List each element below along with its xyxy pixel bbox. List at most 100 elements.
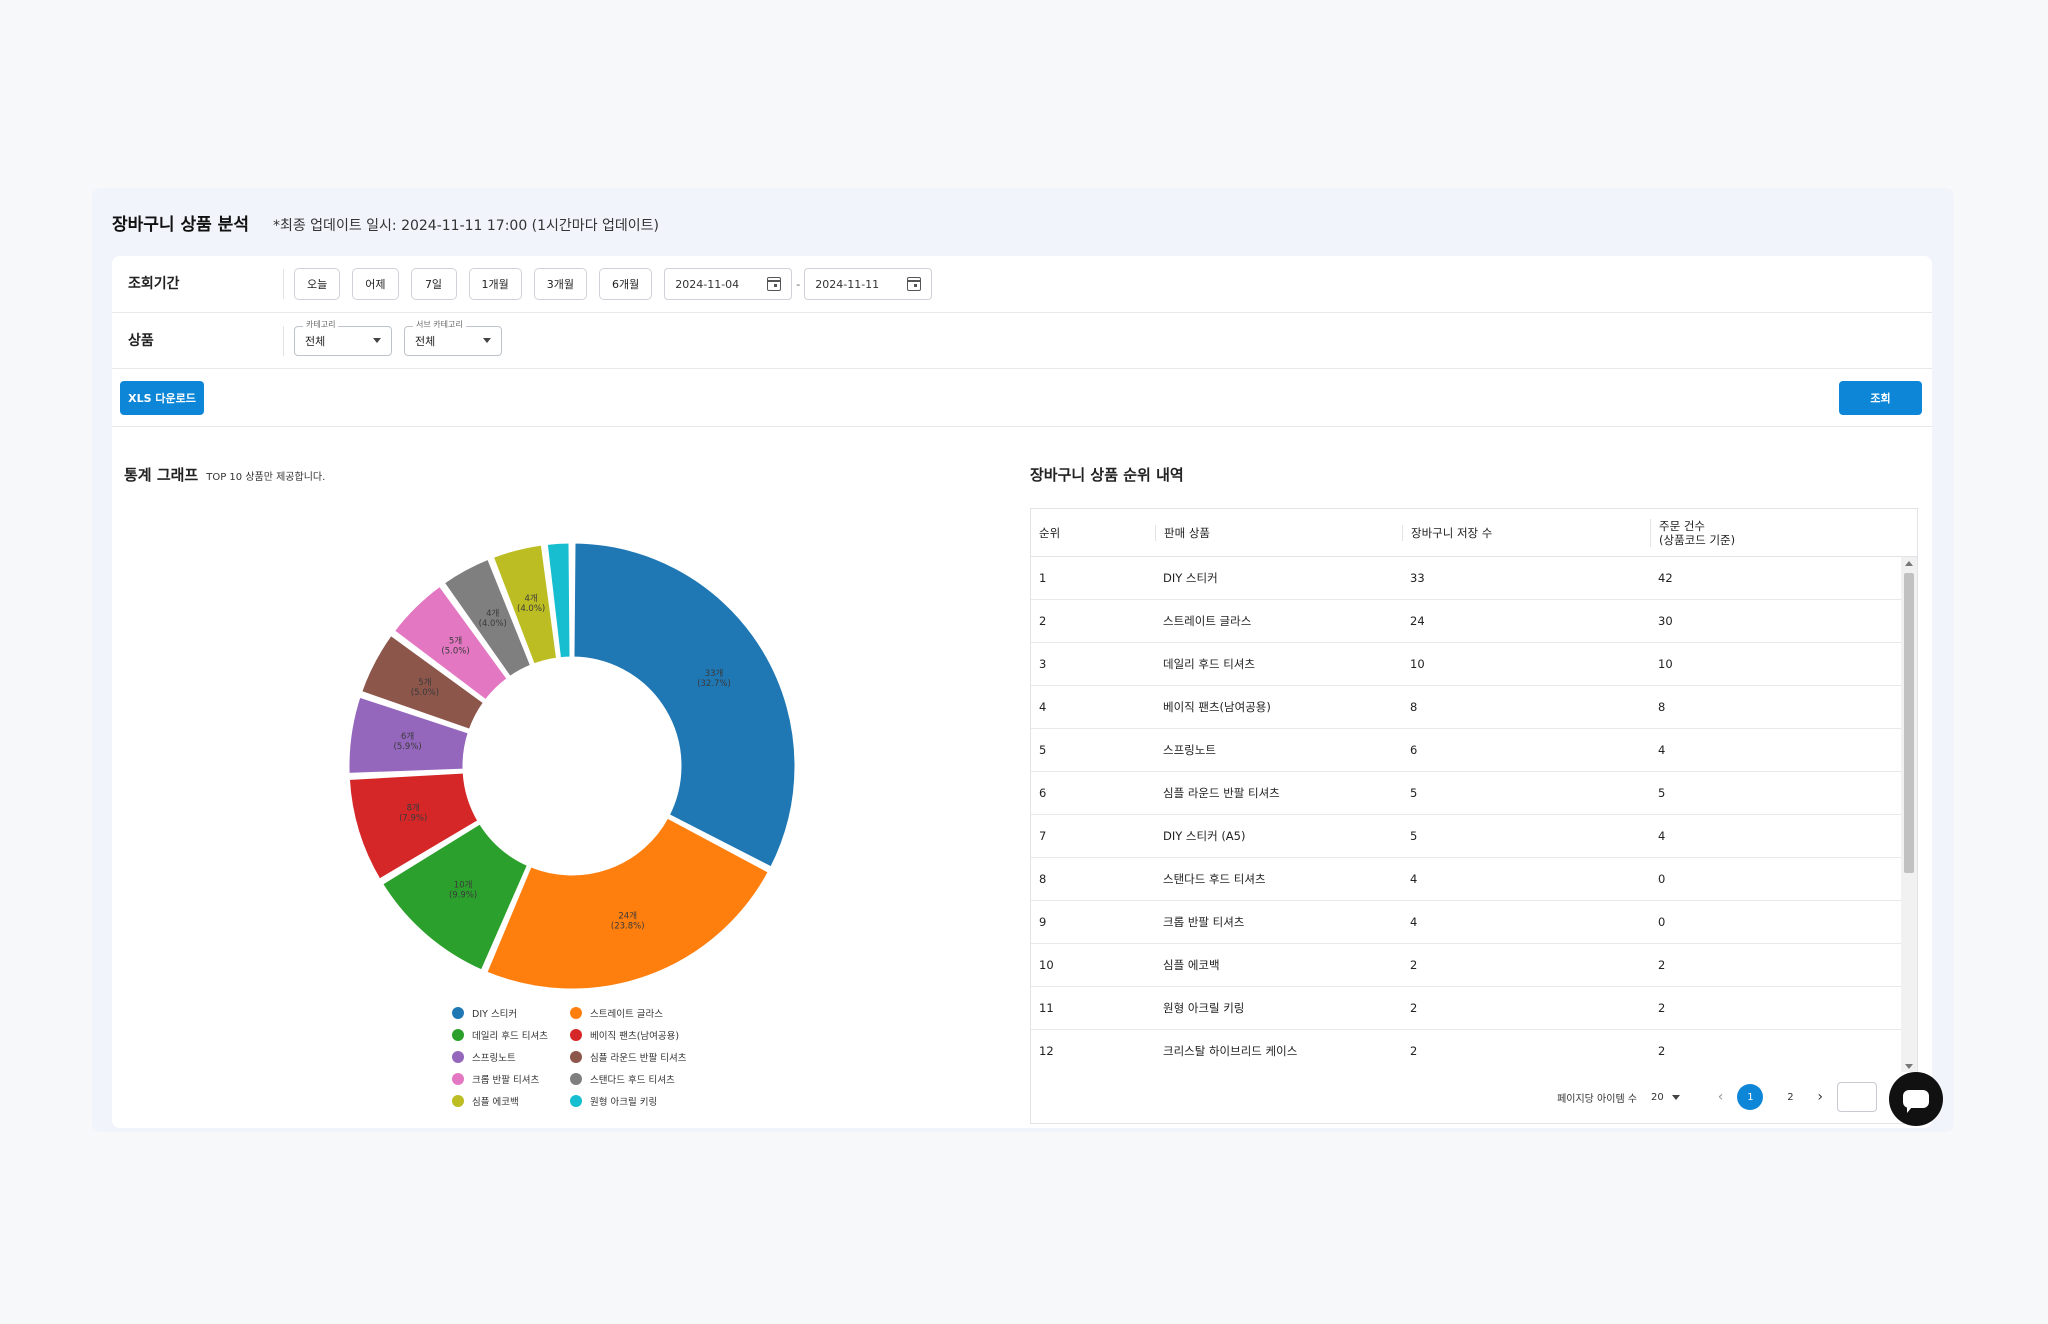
order-count-cell: 8 [1658,700,1666,714]
legend-item[interactable]: 심플 에코백 [452,1094,570,1108]
graph-section-title: 통계 그래프 TOP 10 상품만 제공합니다. [124,464,325,485]
content-panel: 장바구니 상품 분석 *최종 업데이트 일시: 2024-11-11 17:00… [92,188,1954,1132]
table-row[interactable]: 10 심플 에코백 2 2 [1031,944,1901,987]
prev-page-icon[interactable]: ‹ [1717,1089,1724,1105]
chat-button[interactable] [1889,1072,1943,1126]
donut-slice[interactable] [571,540,798,870]
legend-item[interactable]: DIY 스티커 [452,1006,570,1020]
order-count-cell: 4 [1658,743,1666,757]
sub-category-select[interactable]: 서브 카테고리 전체 [404,318,502,356]
product-cell: 심플 라운드 반팔 티셔츠 [1163,786,1280,800]
donut-slice[interactable] [490,542,560,667]
slice-label: 10개 (9.9%) [449,879,477,900]
legend-item[interactable]: 심플 라운드 반팔 티셔츠 [570,1050,710,1064]
page-2-button[interactable]: 2 [1787,1091,1794,1103]
product-cell: 베이직 팬츠(남여공용) [1163,700,1271,714]
donut-slice[interactable] [358,632,487,732]
legend-item[interactable]: 크롭 반팔 티셔츠 [452,1072,570,1086]
per-page-select[interactable]: 20 [1651,1092,1680,1103]
slice-label: 5개 (5.0%) [441,636,469,657]
sub-category-legend: 서브 카테고리 [413,318,466,330]
cart-count-cell: 5 [1410,786,1418,800]
order-count-cell: 2 [1658,958,1666,972]
table-row[interactable]: 11 원형 아크릴 키링 2 2 [1031,987,1901,1030]
table-row[interactable]: 8 스탠다드 후드 티셔츠 4 0 [1031,858,1901,901]
next-page-icon[interactable]: › [1817,1089,1823,1105]
table-row[interactable]: 1 DIY 스티커 33 42 [1031,557,1901,600]
period-3months-button[interactable]: 3개월 [533,268,587,300]
table-row[interactable]: 5 스프링노트 6 4 [1031,729,1901,772]
scroll-up-icon[interactable] [1905,561,1913,566]
date-to-value: 2024-11-11 [815,277,880,291]
donut-slice[interactable] [441,556,534,680]
ranking-title: 장바구니 상품 순위 내역 [1030,466,1184,484]
legend-item[interactable]: 스탠다드 후드 티셔츠 [570,1072,710,1086]
product-cell: 스프링노트 [1163,743,1216,757]
product-cell: 크리스탈 하이브리드 케이스 [1163,1044,1298,1058]
scrollbar-thumb[interactable] [1904,573,1914,873]
table-row[interactable]: 3 데일리 후드 티셔츠 10 10 [1031,643,1901,686]
calendar-icon[interactable] [767,277,782,291]
legend-item[interactable]: 스프링노트 [452,1050,570,1064]
product-cell: 심플 에코백 [1163,958,1220,972]
rank-cell: 4 [1039,700,1047,714]
table-row[interactable]: 12 크리스탈 하이브리드 케이스 2 2 [1031,1030,1901,1072]
per-page-label: 페이지당 아이템 수 [1557,1093,1638,1105]
slice-label: 8개 (7.9%) [399,802,427,823]
pagination: 페이지당 아이템 수 20 ‹ 1 2 › [1031,1071,1917,1123]
period-yesterday-button[interactable]: 어제 [352,268,399,300]
table-row[interactable]: 7 DIY 스티커 (A5) 5 4 [1031,815,1901,858]
period-today-button[interactable]: 오늘 [294,268,341,300]
chat-icon [1903,1090,1929,1113]
table-row[interactable]: 9 크롭 반팔 티셔츠 4 0 [1031,901,1901,944]
donut-slice[interactable] [544,540,573,661]
rank-cell: 10 [1039,958,1054,972]
order-count-cell: 42 [1658,571,1673,585]
page-jump-input[interactable] [1837,1082,1877,1112]
donut-slice[interactable] [484,815,772,992]
table-row[interactable]: 4 베이직 팬츠(남여공용) 8 8 [1031,686,1901,729]
page-1-button[interactable]: 1 [1737,1084,1764,1110]
legend-item[interactable]: 베이직 팬츠(남여공용) [570,1028,710,1042]
donut-slice[interactable] [346,770,481,882]
rank-cell: 9 [1039,915,1047,929]
legend-label: DIY 스티커 [472,1009,518,1020]
period-label: 조회기간 [112,269,284,299]
order-count-cell: 0 [1658,915,1666,929]
product-cell: 크롭 반팔 티셔츠 [1163,915,1245,929]
legend-item[interactable]: 데일리 후드 티셔츠 [452,1028,570,1042]
legend-swatch [570,1007,582,1019]
date-from-field[interactable]: 2024-11-04 [664,268,793,300]
period-6months-button[interactable]: 6개월 [599,268,653,300]
cart-count-cell: 8 [1410,700,1418,714]
cart-count-cell: 24 [1410,614,1425,628]
donut-slice[interactable] [379,821,531,973]
period-1month-button[interactable]: 1개월 [468,268,522,300]
table-scrollbar[interactable] [1901,557,1917,1072]
date-to-field[interactable]: 2024-11-11 [804,268,933,300]
donut-slice[interactable] [346,694,471,776]
xls-download-button[interactable]: XLS 다운로드 [120,381,204,415]
per-page-value: 20 [1651,1091,1664,1103]
product-filter-row: 상품 카테고리 전체 서브 카테고리 전체 [112,313,1932,369]
donut-slice[interactable] [391,583,510,703]
slice-label: 4개 (4.0%) [479,608,507,629]
sub-category-value: 전체 [415,334,436,348]
legend-item[interactable]: 스트레이트 글라스 [570,1006,710,1020]
ranking-table: 순위 판매 상품 장바구니 저장 수 주문 건수 (상품코드 기준) 1 DIY … [1030,508,1918,1124]
rank-cell: 1 [1039,571,1047,585]
scroll-down-icon[interactable] [1905,1064,1913,1069]
search-button[interactable]: 조회 [1839,381,1922,415]
calendar-icon[interactable] [907,277,922,291]
chevron-down-icon [1671,1094,1680,1100]
table-row[interactable]: 6 심플 라운드 반팔 티셔츠 5 5 [1031,772,1901,815]
header-product: 판매 상품 [1155,524,1402,541]
header-order-count: 주문 건수 (상품코드 기준) [1650,518,1890,547]
category-select[interactable]: 카테고리 전체 [294,318,392,356]
legend-item[interactable]: 원형 아크릴 키링 [570,1094,710,1108]
period-7days-button[interactable]: 7일 [410,268,457,300]
table-row[interactable]: 2 스트레이트 글라스 24 30 [1031,600,1901,643]
rank-cell: 11 [1039,1001,1054,1015]
rank-cell: 5 [1039,743,1047,757]
product-cell: DIY 스티커 [1163,571,1218,585]
